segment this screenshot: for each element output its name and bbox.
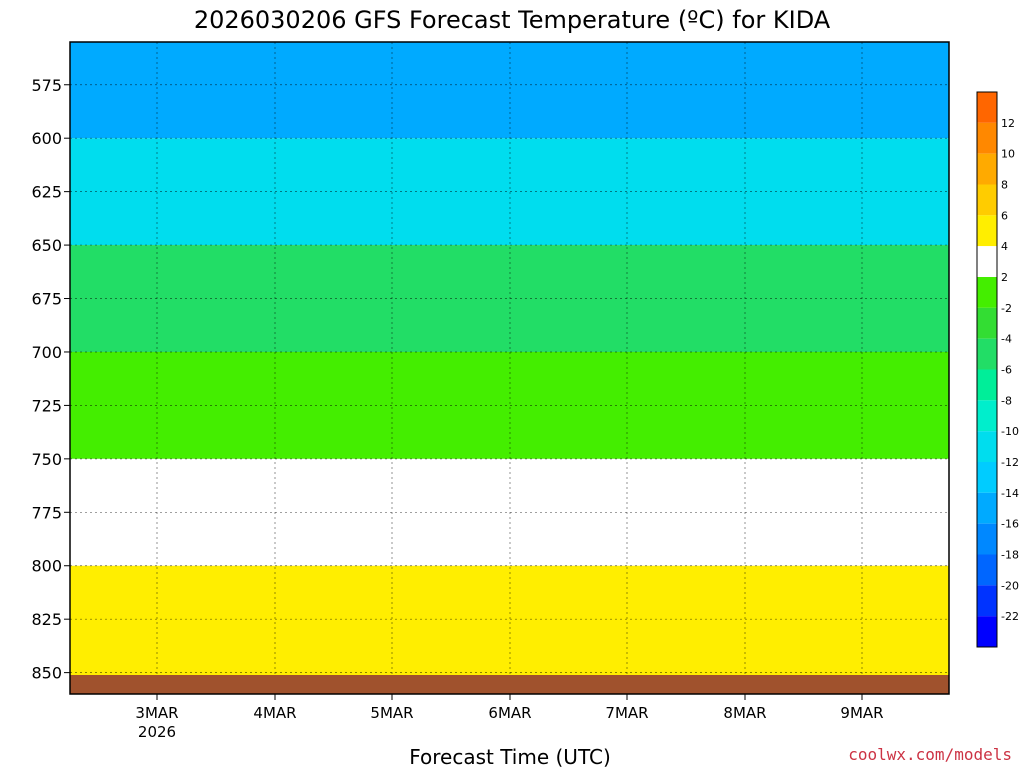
terrain-surface — [70, 675, 949, 694]
temperature-fill — [70, 42, 949, 694]
colorbar-label: -4 — [1001, 333, 1012, 346]
x-axis-year: 2026 — [138, 723, 176, 741]
y-axis-ticks: 575 600 625 650 675 700 725 750 775 800 825 850 — [31, 76, 70, 683]
y-tick-label: 700 — [31, 343, 62, 362]
colorbar-label: 8 — [1001, 179, 1008, 192]
y-tick-label: 650 — [31, 236, 62, 255]
y-tick-label: 675 — [31, 290, 62, 309]
y-tick-label: 725 — [31, 396, 62, 415]
colorbar-label: -16 — [1001, 518, 1019, 531]
colorbar-label: -14 — [1001, 487, 1019, 500]
colorbar-label: -12 — [1001, 456, 1019, 469]
colorbar-swatch — [977, 92, 997, 123]
colorbar-swatch — [977, 338, 997, 370]
y-tick-label: 600 — [31, 129, 62, 148]
y-tick-label: 775 — [31, 503, 62, 522]
gridlines — [70, 42, 949, 694]
terrain-fill — [70, 675, 949, 694]
colorbar-swatch — [977, 215, 997, 247]
y-tick-label: 625 — [31, 183, 62, 202]
colorbar-label: -8 — [1001, 394, 1012, 407]
y-tick-label: 825 — [31, 610, 62, 629]
y-tick-label: 800 — [31, 557, 62, 576]
x-tick-label: 5MAR — [370, 704, 413, 722]
colorbar-swatch — [977, 616, 997, 647]
colorbar-swatch — [977, 246, 997, 277]
colorbar-swatch — [977, 307, 997, 339]
y-tick-label: 850 — [31, 664, 62, 683]
colorbar-label: -2 — [1001, 302, 1012, 315]
x-tick-label: 7MAR — [605, 704, 648, 722]
colorbar-swatch — [977, 492, 997, 524]
colorbar-swatch — [977, 400, 997, 432]
y-tick-label: 575 — [31, 76, 62, 95]
colorbar-label: -10 — [1001, 425, 1019, 438]
x-tick-label: 6MAR — [488, 704, 531, 722]
colorbar-swatch — [977, 184, 997, 216]
credit-text: coolwx.com/models — [848, 745, 1012, 764]
colorbar-label: 12 — [1001, 117, 1015, 130]
x-tick-label: 3MAR — [135, 704, 178, 722]
colorbar-label: -18 — [1001, 549, 1019, 562]
colorbar-label: -6 — [1001, 364, 1012, 377]
x-tick-label: 4MAR — [253, 704, 296, 722]
colorbar-swatch — [977, 369, 997, 401]
colorbar-swatch — [977, 431, 997, 462]
colorbar-label: 10 — [1001, 148, 1015, 161]
colorbar-label: -22 — [1001, 610, 1019, 623]
colorbar: 12 10 8 6 4 2 -2 -4 -6 -8 -10 -12 -14 -16 -18 -20 -22 — [976, 91, 1019, 648]
colorbar-swatch — [977, 462, 997, 493]
colorbar-swatch — [977, 122, 997, 154]
colorbar-label: -20 — [1001, 579, 1019, 592]
colorbar-frame — [976, 91, 998, 648]
colorbar-swatch — [977, 585, 997, 617]
x-axis-ticks: 3MAR 4MAR 5MAR 6MAR 7MAR 8MAR 9MAR — [135, 694, 884, 722]
x-axis-label: Forecast Time (UTC) — [409, 745, 611, 768]
colorbar-swatch — [977, 277, 997, 308]
band-warm-lower — [70, 565, 949, 694]
x-tick-label: 9MAR — [840, 704, 883, 722]
band-cold-upper — [70, 42, 949, 139]
colorbar-swatch — [977, 153, 997, 185]
y-tick-label: 750 — [31, 450, 62, 469]
colorbar-swatch — [977, 523, 997, 555]
colorbar-label: 2 — [1001, 271, 1008, 284]
colorbar-label: 6 — [1001, 209, 1008, 222]
colorbar-swatch — [977, 554, 997, 586]
colorbar-label: 4 — [1001, 240, 1008, 253]
x-tick-label: 8MAR — [723, 704, 766, 722]
chart-title: 2026030206 GFS Forecast Temperature (ºC)… — [194, 6, 831, 34]
